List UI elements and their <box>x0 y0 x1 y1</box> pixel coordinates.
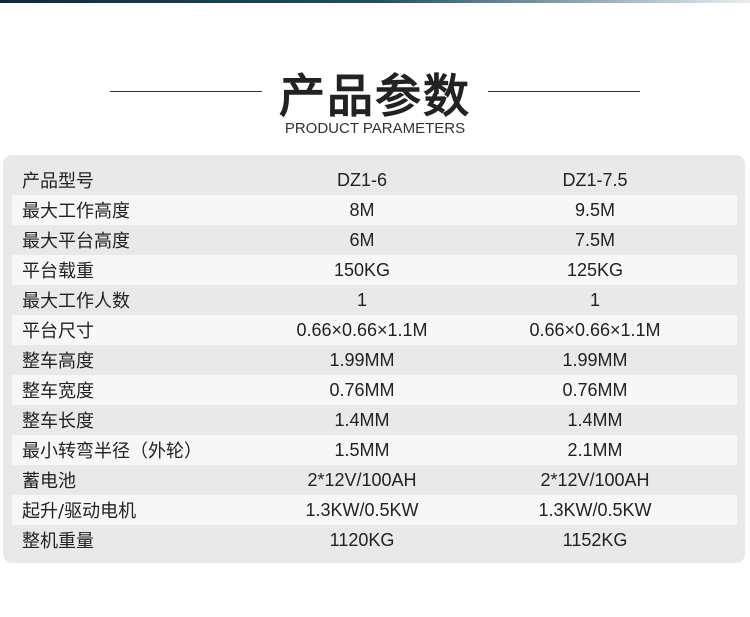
title-divider-right <box>488 91 640 92</box>
page-subtitle: PRODUCT PARAMETERS <box>284 120 466 137</box>
value-dz1-7-5: 0.66×0.66×1.1M <box>529 319 661 340</box>
value-dz1-6: 0.66×0.66×1.1M <box>296 319 428 340</box>
value-dz1-6: 2*12V/100AH <box>307 469 417 490</box>
value-dz1-7-5: 2*12V/100AH <box>540 469 650 490</box>
param-label: 整车长度 <box>22 411 94 432</box>
value-dz1-6: 150KG <box>333 259 391 280</box>
param-label: 整车宽度 <box>22 381 94 402</box>
value-dz1-6: 0.76MM <box>329 379 395 400</box>
param-label: 最大工作高度 <box>22 201 130 222</box>
value-dz1-7-5: 2.1MM <box>567 439 623 460</box>
value-dz1-7-5: 0.76MM <box>562 379 628 400</box>
table-row: 整车宽度 0.76MM 0.76MM <box>12 375 737 405</box>
table-row: 整车高度 1.99MM 1.99MM <box>12 345 737 375</box>
value-dz1-7-5: 125KG <box>566 259 624 280</box>
table-row: 最大工作人数 1 1 <box>12 285 737 315</box>
value-dz1-6: 6M <box>349 229 375 250</box>
table-row: 蓄电池 2*12V/100AH 2*12V/100AH <box>12 465 737 495</box>
param-label: 起升/驱动电机 <box>22 501 137 522</box>
table-row: 产品型号 DZ1-6 DZ1-7.5 <box>12 165 737 195</box>
table-row: 最大平台高度 6M 7.5M <box>12 225 737 255</box>
table-row: 起升/驱动电机 1.3KW/0.5KW 1.3KW/0.5KW <box>12 495 737 525</box>
param-label: 最大工作人数 <box>22 291 130 312</box>
value-dz1-6: 1.99MM <box>329 349 395 370</box>
top-banner-bar <box>0 0 750 3</box>
param-label: 蓄电池 <box>22 471 76 492</box>
param-label: 最小转弯半径（外轮） <box>22 441 202 462</box>
page-title: 产品参数 <box>279 69 471 123</box>
value-dz1-6: 1 <box>356 289 367 310</box>
param-label: 产品型号 <box>22 171 94 192</box>
value-dz1-6: 8M <box>349 199 375 220</box>
value-dz1-6: 1120KG <box>329 529 395 550</box>
value-dz1-6: 1.4MM <box>334 409 390 430</box>
value-dz1-7-5: 7.5M <box>574 229 616 250</box>
table-row: 最大工作高度 8M 9.5M <box>12 195 737 225</box>
param-label: 平台载重 <box>22 261 94 282</box>
value-dz1-6: DZ1-6 <box>336 169 387 190</box>
value-dz1-6: 1.5MM <box>334 439 390 460</box>
param-label: 平台尺寸 <box>22 321 94 342</box>
parameters-table: 产品型号 DZ1-6 DZ1-7.5 最大工作高度 8M 9.5M 最大平台高度 6M 7.5M… <box>3 155 745 563</box>
param-label: 最大平台高度 <box>22 231 130 252</box>
table-row: 整车长度 1.4MM 1.4MM <box>12 405 737 435</box>
value-dz1-7-5: 1.99MM <box>562 349 628 370</box>
title-divider-left <box>110 91 262 92</box>
table-row: 整机重量 1120KG 1152KG <box>12 525 737 555</box>
table-row: 最小转弯半径（外轮） 1.5MM 2.1MM <box>12 435 737 465</box>
table-row: 平台尺寸 0.66×0.66×1.1M 0.66×0.66×1.1M <box>12 315 737 345</box>
value-dz1-7-5: 1.3KW/0.5KW <box>538 499 652 520</box>
value-dz1-6: 1.3KW/0.5KW <box>305 499 419 520</box>
value-dz1-7-5: 1152KG <box>562 529 628 550</box>
param-label: 整机重量 <box>22 531 94 552</box>
value-dz1-7-5: 1 <box>589 289 600 310</box>
table-row: 平台载重 150KG 125KG <box>12 255 737 285</box>
value-dz1-7-5: DZ1-7.5 <box>562 169 628 190</box>
value-dz1-7-5: 1.4MM <box>567 409 623 430</box>
value-dz1-7-5: 9.5M <box>574 199 616 220</box>
param-label: 整车高度 <box>22 351 94 372</box>
